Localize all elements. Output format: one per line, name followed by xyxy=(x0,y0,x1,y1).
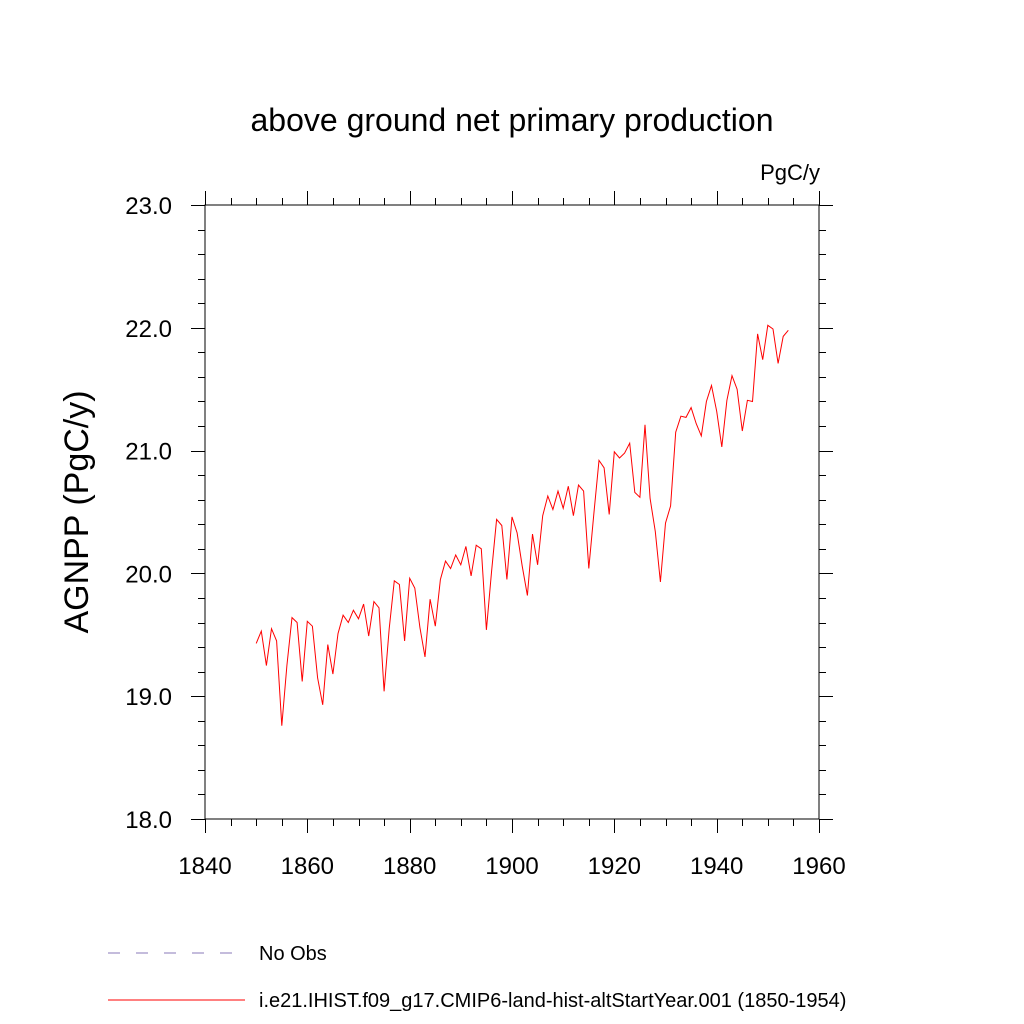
legend-label-no-obs: No Obs xyxy=(259,943,327,965)
legend: No Obs i.e21.IHIST.f09_g17.CMIP6-land-hi… xyxy=(108,943,846,1012)
y-tick-label: 20.0 xyxy=(125,561,172,588)
x-tick-labels: 1840 1860 1880 1900 1920 1940 1960 xyxy=(178,853,845,880)
y-tick-label: 18.0 xyxy=(125,807,172,834)
chart-title: above ground net primary production xyxy=(251,102,774,138)
x-tick-label: 1920 xyxy=(588,853,641,880)
legend-label-model: i.e21.IHIST.f09_g17.CMIP6-land-hist-altS… xyxy=(259,990,846,1012)
y-tick-label: 19.0 xyxy=(125,684,172,711)
series-line-0 xyxy=(255,324,789,726)
x-tick-label: 1940 xyxy=(690,853,743,880)
plot-frame xyxy=(204,204,820,820)
y-tick-labels: 18.0 19.0 20.0 21.0 22.0 23.0 xyxy=(125,193,172,834)
axis-ticks xyxy=(191,191,833,833)
x-tick-label: 1960 xyxy=(792,853,845,880)
x-tick-label: 1860 xyxy=(281,853,334,880)
x-tick-label: 1880 xyxy=(383,853,436,880)
series-lines xyxy=(255,324,789,726)
y-tick-label: 22.0 xyxy=(125,316,172,343)
units-label: PgC/y xyxy=(760,160,820,185)
x-tick-label: 1840 xyxy=(178,853,231,880)
y-axis-label: AGNPP (PgC/y) xyxy=(58,390,96,633)
y-tick-label: 23.0 xyxy=(125,193,172,220)
y-tick-label: 21.0 xyxy=(125,439,172,466)
x-tick-label: 1900 xyxy=(485,853,538,880)
